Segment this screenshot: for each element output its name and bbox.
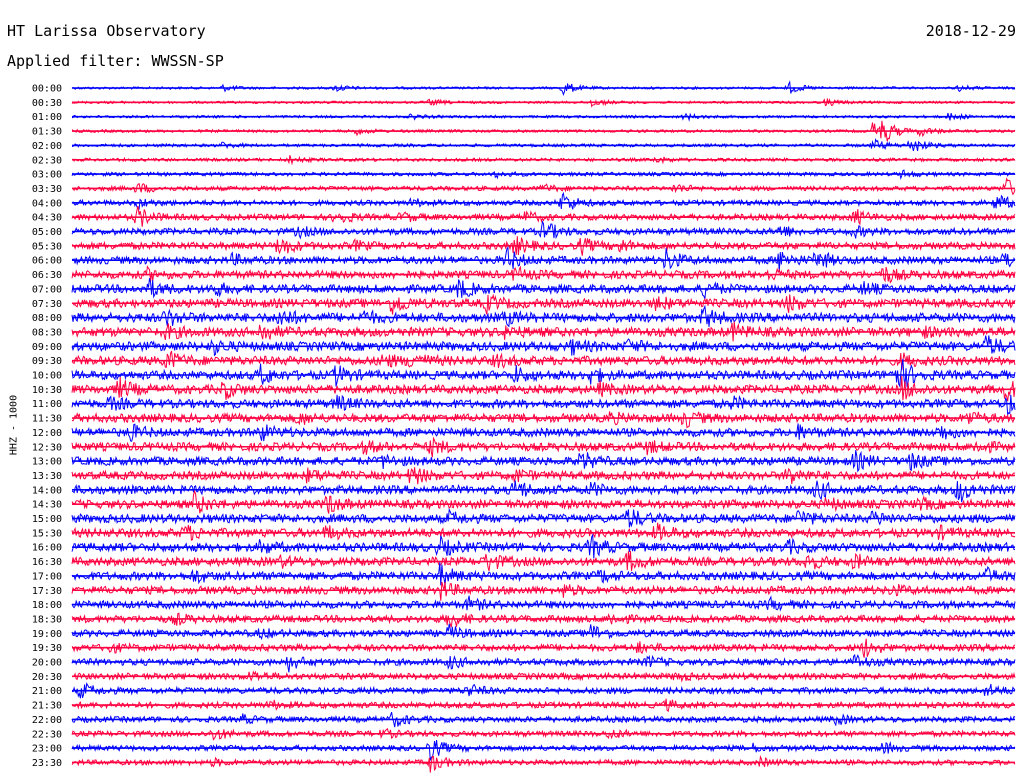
row-time-label: 13:00 <box>32 457 62 468</box>
row-time-label: 08:30 <box>32 327 62 338</box>
row-time-label: 21:00 <box>32 686 62 697</box>
seismic-trace-row <box>71 489 1016 514</box>
row-time-label: 05:00 <box>32 227 62 238</box>
row-time-label: 00:00 <box>32 84 62 95</box>
seismic-trace-row <box>71 304 1016 328</box>
row-time-label: 16:30 <box>32 557 62 568</box>
seismic-trace-row <box>71 595 1016 612</box>
row-time-label: 00:30 <box>32 98 62 109</box>
seismic-trace-row <box>71 755 1016 773</box>
seismic-trace-row <box>71 507 1016 528</box>
row-time-label: 03:00 <box>32 170 62 181</box>
seismic-trace-row <box>71 321 1016 342</box>
row-time-label: 09:00 <box>32 342 62 353</box>
row-time-label: 05:30 <box>32 241 62 252</box>
seismic-trace-row <box>71 423 1016 442</box>
row-time-label: 12:00 <box>32 428 62 439</box>
row-time-label: 03:30 <box>32 184 62 195</box>
row-time-label: 01:00 <box>32 112 62 123</box>
seismic-trace-row <box>71 623 1016 641</box>
seismic-trace-row <box>71 411 1016 429</box>
seismic-trace-row <box>71 358 1016 388</box>
row-time-label: 20:30 <box>32 672 62 683</box>
row-time-label: 23:00 <box>32 744 62 755</box>
seismic-trace-row <box>71 177 1016 196</box>
row-time-label: 11:00 <box>32 399 62 410</box>
row-time-label: 19:30 <box>32 643 62 654</box>
row-time-label: 19:00 <box>32 629 62 640</box>
row-time-label: 07:00 <box>32 284 62 295</box>
seismic-trace-row <box>71 436 1016 458</box>
row-time-label: 07:30 <box>32 299 62 310</box>
seismic-trace-row <box>71 581 1016 601</box>
row-time-label: 09:30 <box>32 356 62 367</box>
seismic-trace-row <box>71 137 1016 152</box>
row-time-label: 23:30 <box>32 758 62 769</box>
row-time-label: 13:30 <box>32 471 62 482</box>
row-time-label: 02:00 <box>32 141 62 152</box>
row-time-label: 16:00 <box>32 543 62 554</box>
seismic-trace-row <box>71 740 1016 761</box>
row-time-label: 22:00 <box>32 715 62 726</box>
row-time-label: 20:00 <box>32 658 62 669</box>
row-time-label: 17:30 <box>32 586 62 597</box>
seismic-trace-row <box>71 533 1016 559</box>
seismic-trace-row <box>71 350 1016 371</box>
seismic-trace-row <box>71 612 1016 628</box>
record-date: 2018-12-29 <box>925 22 1016 40</box>
seismic-trace-row <box>71 191 1016 211</box>
seismic-trace-row <box>71 638 1016 658</box>
row-time-label: 10:30 <box>32 385 62 396</box>
row-time-label: 17:00 <box>32 571 62 582</box>
row-time-label: 04:30 <box>32 213 62 224</box>
seismic-trace-row <box>71 522 1016 542</box>
seismic-trace-row <box>71 205 1016 227</box>
row-time-label: 10:00 <box>32 371 62 382</box>
row-time-label: 06:30 <box>32 270 62 281</box>
row-time-label: 01:30 <box>32 127 62 138</box>
row-time-label: 11:30 <box>32 414 62 425</box>
row-time-label: 15:00 <box>32 514 62 525</box>
seismic-trace-row <box>71 278 1016 300</box>
row-time-label: 12:30 <box>32 442 62 453</box>
seismic-trace-row <box>71 670 1016 683</box>
seismic-trace-row <box>71 375 1016 402</box>
seismic-trace-row <box>71 293 1016 315</box>
seismic-trace-row <box>71 480 1016 503</box>
filter-label: Applied filter: WWSSN-SP <box>7 52 224 70</box>
row-time-label: 15:30 <box>32 528 62 539</box>
row-time-label: 21:30 <box>32 701 62 712</box>
row-time-label: 08:00 <box>32 313 62 324</box>
row-time-label: 18:00 <box>32 600 62 611</box>
observatory-title: HT Larissa Observatory <box>7 22 206 40</box>
row-time-label: 18:30 <box>32 614 62 625</box>
row-time-label: 06:00 <box>32 256 62 267</box>
seismic-trace-row <box>71 394 1016 417</box>
row-time-label: 14:30 <box>32 500 62 511</box>
seismic-trace-row <box>71 220 1016 240</box>
row-time-label: 14:00 <box>32 485 62 496</box>
row-time-label: 02:30 <box>32 155 62 166</box>
seismic-trace-row <box>71 653 1016 673</box>
row-time-label: 04:00 <box>32 198 62 209</box>
row-time-label: 22:30 <box>32 729 62 740</box>
